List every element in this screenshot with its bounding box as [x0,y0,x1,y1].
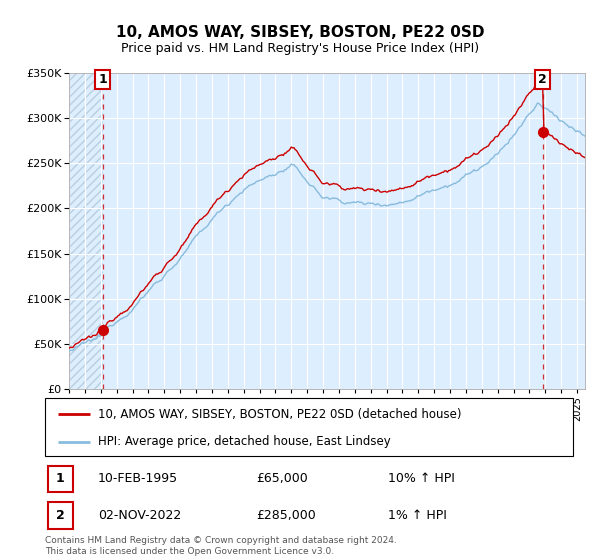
Text: Price paid vs. HM Land Registry's House Price Index (HPI): Price paid vs. HM Land Registry's House … [121,42,479,55]
Text: 1% ↑ HPI: 1% ↑ HPI [388,508,447,522]
Text: 02-NOV-2022: 02-NOV-2022 [98,508,181,522]
Text: 10, AMOS WAY, SIBSEY, BOSTON, PE22 0SD (detached house): 10, AMOS WAY, SIBSEY, BOSTON, PE22 0SD (… [98,408,461,421]
Text: 1: 1 [98,73,107,86]
Text: 10-FEB-1995: 10-FEB-1995 [98,472,178,486]
Text: HPI: Average price, detached house, East Lindsey: HPI: Average price, detached house, East… [98,435,391,448]
Text: 1: 1 [56,472,65,486]
Text: 2: 2 [56,508,65,522]
Bar [47,465,73,492]
Text: Contains HM Land Registry data © Crown copyright and database right 2024.
This d: Contains HM Land Registry data © Crown c… [45,536,397,556]
Text: £285,000: £285,000 [256,508,316,522]
Text: 10, AMOS WAY, SIBSEY, BOSTON, PE22 0SD: 10, AMOS WAY, SIBSEY, BOSTON, PE22 0SD [116,25,484,40]
Text: £65,000: £65,000 [256,472,308,486]
Text: 10% ↑ HPI: 10% ↑ HPI [388,472,455,486]
Text: 2: 2 [538,73,547,86]
Bar [47,502,73,529]
